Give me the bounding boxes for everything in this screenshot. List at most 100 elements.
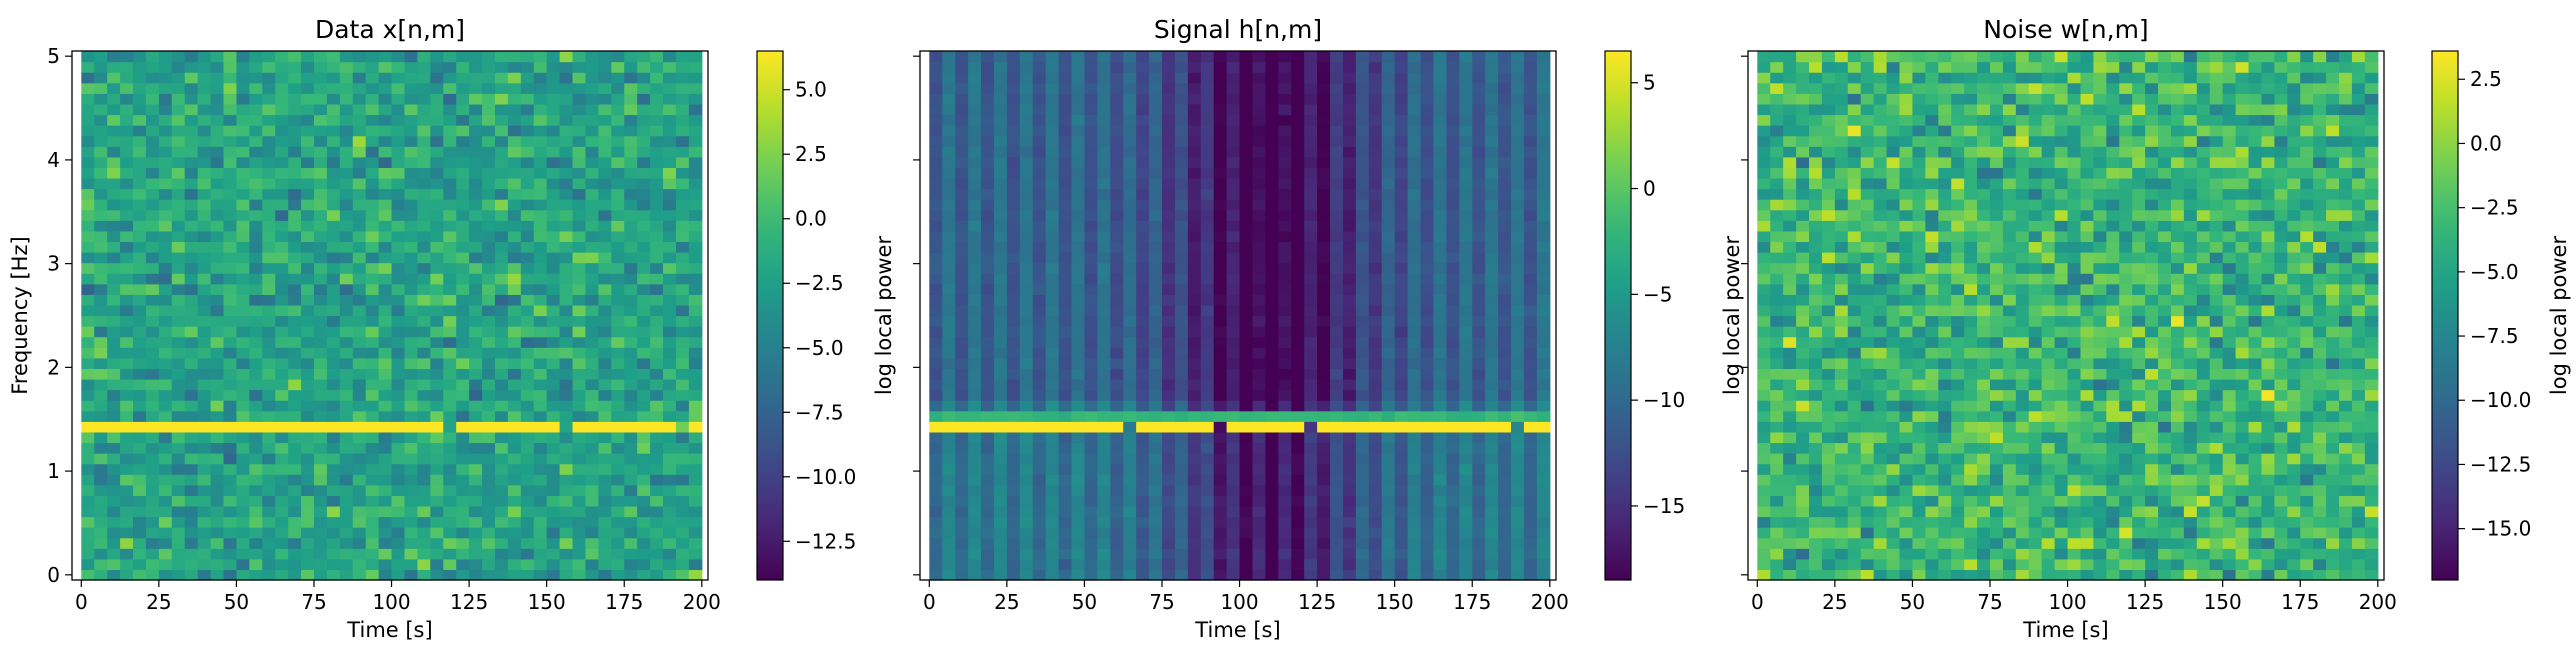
heatmap-cell xyxy=(1485,357,1499,369)
heatmap-cell xyxy=(1485,82,1499,94)
heatmap-cell xyxy=(1110,72,1124,84)
heatmap-cell xyxy=(236,548,250,560)
heatmap-cell xyxy=(494,304,509,317)
heatmap-cell xyxy=(107,220,121,232)
heatmap-cell xyxy=(1265,495,1279,507)
heatmap-cell xyxy=(262,357,276,369)
heatmap-cell xyxy=(1032,177,1047,190)
heatmap-cell xyxy=(456,199,470,211)
heatmap-cell xyxy=(469,114,483,126)
heatmap-cell xyxy=(94,220,108,232)
heatmap-cell xyxy=(430,389,444,401)
heatmap-cell xyxy=(1317,304,1331,317)
heatmap-cell xyxy=(1368,484,1383,496)
heatmap-cell xyxy=(1252,61,1267,73)
heatmap-cell xyxy=(559,357,574,369)
heatmap-cell xyxy=(663,442,677,454)
heatmap-cell xyxy=(1938,569,1952,581)
heatmap-cell xyxy=(288,177,302,190)
heatmap-cell xyxy=(1420,421,1435,433)
heatmap-cell xyxy=(365,167,380,179)
heatmap-cell xyxy=(313,537,328,549)
heatmap-cell xyxy=(663,505,677,518)
heatmap-cell xyxy=(955,199,969,211)
heatmap-cell xyxy=(572,389,587,401)
heatmap-cell xyxy=(313,167,328,179)
heatmap-cell xyxy=(1019,93,1034,105)
heatmap-cell xyxy=(210,558,225,571)
heatmap-cell xyxy=(968,326,982,338)
heatmap-cell xyxy=(1265,93,1279,105)
heatmap-cell xyxy=(1446,61,1460,73)
heatmap-cell xyxy=(1213,347,1228,359)
heatmap-cell xyxy=(675,569,690,581)
heatmap-cell xyxy=(955,484,969,496)
heatmap-cell xyxy=(611,431,625,444)
heatmap-cell xyxy=(1355,252,1370,264)
heatmap-cell xyxy=(1278,262,1292,274)
heatmap-cell xyxy=(339,505,354,518)
heatmap-cell xyxy=(559,537,574,549)
heatmap-cell xyxy=(158,93,173,105)
heatmap-cell xyxy=(1511,209,1525,221)
heatmap-cell xyxy=(1407,442,1422,454)
heatmap-cell xyxy=(663,336,677,348)
heatmap-cell xyxy=(1407,82,1422,94)
heatmap-cell xyxy=(520,495,535,507)
heatmap-cell xyxy=(197,315,212,327)
heatmap-cell xyxy=(1019,177,1034,190)
heatmap-cell xyxy=(1459,463,1473,475)
heatmap-cell xyxy=(688,177,703,190)
heatmap-cell xyxy=(1019,61,1034,73)
heatmap-cell xyxy=(1071,378,1086,391)
heatmap-cell xyxy=(1523,453,1538,465)
heatmap-cell xyxy=(955,125,969,137)
heatmap-cell xyxy=(326,273,341,285)
heatmap-cell xyxy=(598,431,612,444)
heatmap-cell xyxy=(404,400,419,412)
heatmap-cell xyxy=(942,209,956,221)
heatmap-cell xyxy=(1265,283,1279,295)
heatmap-cell xyxy=(663,304,677,317)
colorbar-label: log local power xyxy=(1720,236,1744,396)
heatmap-cell xyxy=(249,453,263,465)
heatmap-cell xyxy=(1394,347,1409,359)
heatmap-cell xyxy=(1252,463,1267,475)
heatmap-cell xyxy=(1355,82,1370,94)
heatmap-cell xyxy=(1485,146,1499,158)
heatmap-cell xyxy=(1200,188,1215,200)
heatmap-cell xyxy=(1291,220,1305,232)
heatmap-cell xyxy=(1459,516,1473,528)
heatmap-cell xyxy=(1265,527,1279,539)
heatmap-cell xyxy=(1536,421,1551,433)
heatmap-cell xyxy=(929,241,943,253)
heatmap-cell xyxy=(1394,516,1409,528)
heatmap-cell xyxy=(430,558,444,571)
heatmap-cell xyxy=(968,188,982,200)
heatmap-cell xyxy=(94,326,108,338)
heatmap-cell xyxy=(1394,368,1409,380)
heatmap-cell xyxy=(197,347,212,359)
heatmap-cell xyxy=(520,103,535,116)
heatmap-cell xyxy=(1110,167,1124,179)
heatmap-cell xyxy=(378,410,393,422)
heatmap-cell xyxy=(1136,220,1150,232)
heatmap-cell xyxy=(430,156,444,168)
heatmap-cell xyxy=(955,474,969,486)
heatmap-cell xyxy=(430,315,444,327)
heatmap-cell xyxy=(94,463,108,475)
heatmap-cell xyxy=(1317,262,1331,274)
heatmap-cell xyxy=(981,61,995,73)
heatmap-cell xyxy=(955,527,969,539)
heatmap-cell xyxy=(443,569,457,581)
heatmap-cell xyxy=(378,569,393,581)
heatmap-cell xyxy=(1058,516,1073,528)
heatmap-cell xyxy=(1291,72,1305,84)
heatmap-cell xyxy=(197,569,212,581)
heatmap-cell xyxy=(326,431,341,444)
heatmap-cell xyxy=(1433,378,1447,391)
heatmap-cell xyxy=(1006,368,1021,380)
heatmap-cell xyxy=(1213,453,1228,465)
heatmap-cell xyxy=(236,125,250,137)
heatmap-cell xyxy=(171,453,186,465)
